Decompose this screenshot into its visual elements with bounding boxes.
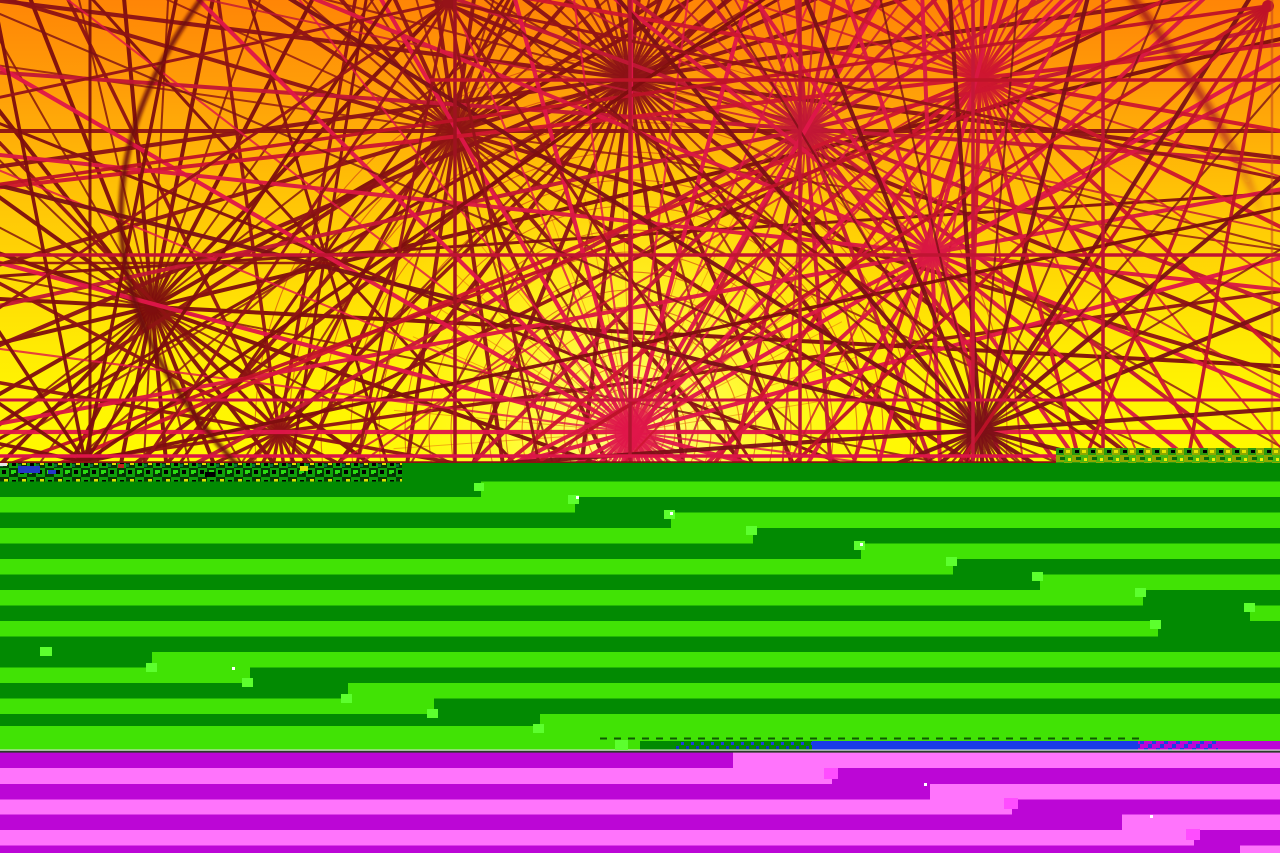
scanline-band-segment [0,497,575,513]
noise-speck [48,470,56,474]
scanline-band-segment [0,699,434,715]
glitch-white-dot [670,512,673,515]
noise-speck [205,472,215,477]
glitch-white-dot [1150,815,1153,818]
glitch-artwork-canvas [0,0,1280,853]
glitch-accent-square [40,647,52,656]
scanline-band-segment [930,784,1280,800]
scanline-band-segment [348,683,1280,699]
glitch-accent-square [427,709,438,718]
scanline-band-segment [1012,800,1280,815]
glitch-accent-square [854,541,865,550]
glitch-accent-square [341,694,352,703]
glitch-accent-square [146,663,157,672]
scanline-band-segment [0,528,753,544]
glitch-accent-square [664,510,675,519]
glitch-scanline-zone [0,448,1280,853]
scanline-band-segment [832,768,1280,784]
scanline-band-segment [481,482,1280,498]
scanline-band-segment [0,768,832,784]
scanline-band-segment [1040,575,1280,591]
scanline-band-segment [0,544,861,560]
scanline-band-segment [733,753,1280,769]
scanline-band-segment [953,559,1280,575]
scanline-band-segment [0,784,930,800]
dither-noise-band [0,463,402,482]
scanline-band-segment [1194,830,1280,846]
scanline-band-segment [0,606,1250,622]
scanline-band-segment [0,621,1158,637]
scanline-band-segment [1240,846,1280,853]
glitch-white-dot [232,667,235,670]
glitch-accent-square [1032,572,1043,581]
glitch-white-dot [860,543,863,546]
glitch-accent-square [1004,798,1018,809]
scanline-band-segment [0,482,481,498]
scanline-band-segment [575,497,1280,513]
scanline-band-segment [0,800,1012,815]
glitch-accent-square [1186,829,1200,840]
scanline-band-segment [0,590,1143,606]
scanline-band-segment [753,528,1280,544]
scanline-band-segment [0,815,1122,831]
glitch-accent-square [533,724,544,733]
scanline-band-segment [0,846,1240,853]
scanline-band-segment [0,637,1280,653]
glitch-accent-square [242,678,253,687]
scanline-band-segment [0,714,540,726]
glitch-accent-square [1135,588,1146,597]
scanline-band-segment [540,714,1280,726]
scanline-band-segment [1158,621,1280,637]
glitch-white-dot [924,783,927,786]
glitch-accent-square [615,740,628,750]
noise-speck [0,463,7,466]
scanline-band-segment [152,652,1280,668]
scanline-band-segment [0,559,953,575]
scanline-band-segment [0,726,1280,741]
scanline-band-segment [861,544,1280,560]
scanline-band-segment [0,830,1194,846]
glitch-white-dot [576,496,579,499]
scanline-band-segment [1122,815,1280,831]
scanline-band-segment [434,699,1280,715]
glitch-accent-square [1244,603,1255,612]
scanline-band-segment [0,668,250,684]
scanline-band-segment [671,513,1280,529]
scanline-band-segment [250,668,1280,684]
glitch-accent-square [946,557,957,566]
glitch-accent-square [474,483,484,491]
glitch-accent-square [824,768,838,779]
noise-speck [118,464,124,468]
scanline-band-segment [1143,590,1280,606]
glitch-accent-square [746,526,757,535]
scanline-band-segment [0,513,671,529]
scanline-band-segment [0,575,1040,591]
noise-speck [300,466,308,471]
scanline-band-segment [0,753,733,769]
noise-speck [18,466,40,473]
scanline-band-segment [0,683,348,699]
scanline-band-segment [0,652,152,668]
glitch-accent-square [1150,620,1161,629]
abstract-artwork [0,0,1280,853]
